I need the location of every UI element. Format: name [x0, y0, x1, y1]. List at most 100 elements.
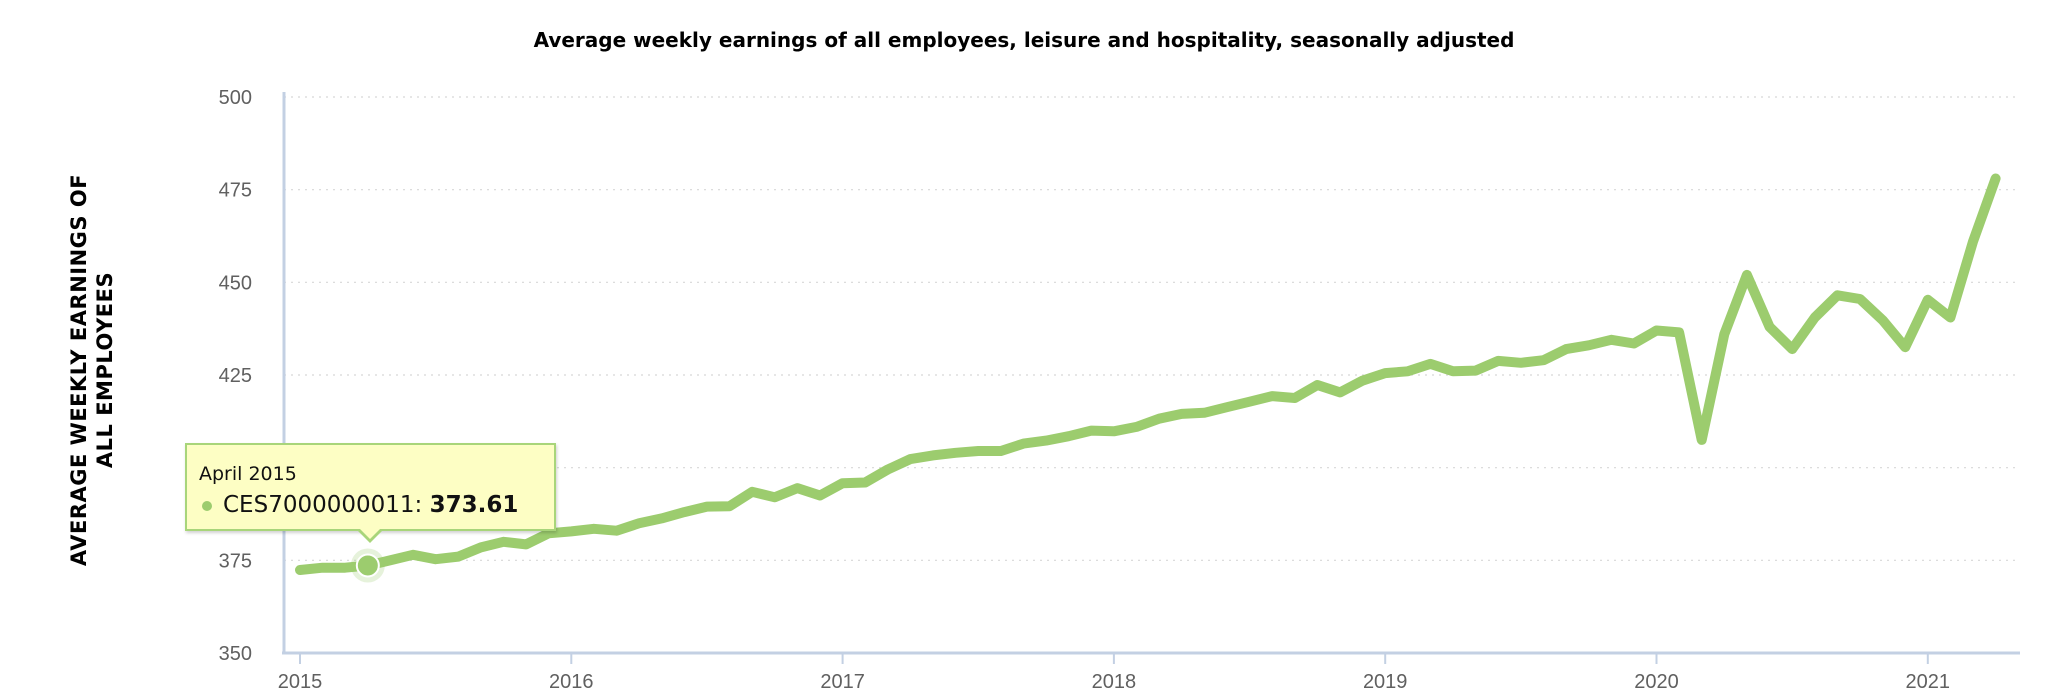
data-point[interactable]	[860, 478, 870, 488]
data-point[interactable]	[1539, 355, 1549, 365]
data-point[interactable]	[996, 446, 1006, 456]
data-point[interactable]	[883, 465, 893, 475]
data-point[interactable]	[1222, 402, 1232, 412]
data-point[interactable]	[1358, 376, 1368, 386]
data-point[interactable]	[1516, 358, 1526, 368]
data-point[interactable]	[499, 537, 509, 547]
data-point[interactable]	[1991, 174, 2001, 184]
axes	[282, 92, 2020, 664]
data-point[interactable]	[1900, 342, 1910, 352]
data-point[interactable]	[1810, 313, 1820, 323]
y-tick-label: 475	[219, 180, 252, 202]
data-point[interactable]	[1086, 426, 1096, 436]
data-point[interactable]	[1493, 356, 1503, 366]
data-point[interactable]	[1652, 326, 1662, 336]
data-point[interactable]	[1945, 313, 1955, 323]
data-point[interactable]	[815, 491, 825, 501]
tooltip-title: April 2015	[199, 463, 297, 485]
data-point[interactable]	[1245, 397, 1255, 407]
data-point[interactable]	[1471, 366, 1481, 376]
data-point[interactable]	[340, 563, 350, 573]
data-point[interactable]	[1765, 322, 1775, 332]
y-tick-label: 425	[219, 365, 252, 387]
tooltip-series-name: CES7000000011	[223, 492, 415, 518]
data-point[interactable]	[612, 526, 622, 536]
data-point[interactable]	[1199, 408, 1209, 418]
data-point[interactable]	[1584, 340, 1594, 350]
data-point[interactable]	[385, 555, 395, 565]
y-tick-label: 500	[219, 87, 252, 109]
data-point[interactable]	[725, 501, 735, 511]
data-point[interactable]	[1290, 393, 1300, 403]
data-point[interactable]	[1403, 366, 1413, 376]
data-point[interactable]	[838, 478, 848, 488]
data-point[interactable]	[1674, 327, 1684, 337]
marker-layer	[350, 548, 385, 583]
data-point[interactable]	[1109, 426, 1119, 436]
data-point[interactable]	[1606, 335, 1616, 345]
highlight-point	[355, 553, 380, 578]
x-tick-label: 2019	[1363, 671, 1408, 693]
data-point[interactable]	[1041, 436, 1051, 446]
data-point[interactable]	[1787, 344, 1797, 354]
data-point[interactable]	[1312, 380, 1322, 390]
data-point[interactable]	[1177, 409, 1187, 419]
data-point[interactable]	[566, 526, 576, 536]
data-point[interactable]	[1448, 366, 1458, 376]
data-point[interactable]	[1855, 294, 1865, 304]
tooltip-series-dot	[202, 501, 212, 511]
x-tick-label: 2017	[820, 671, 865, 693]
y-tick-label: 450	[219, 272, 252, 294]
data-point[interactable]	[792, 483, 802, 493]
data-point[interactable]	[1064, 431, 1074, 441]
data-point[interactable]	[1832, 290, 1842, 300]
data-point[interactable]	[1719, 329, 1729, 339]
data-point[interactable]	[634, 518, 644, 528]
tooltip-pointer	[360, 529, 380, 539]
x-tick-label: 2020	[1634, 671, 1679, 693]
data-point[interactable]	[1878, 315, 1888, 325]
data-point[interactable]	[1154, 414, 1164, 424]
data-point[interactable]	[1425, 359, 1435, 369]
tooltip-value: 373.61	[429, 492, 519, 518]
data-point[interactable]	[408, 550, 418, 560]
data-point[interactable]	[318, 563, 328, 573]
tooltip-line: CES7000000011: 373.61	[223, 492, 519, 518]
data-point[interactable]	[1742, 270, 1752, 280]
data-point[interactable]	[1380, 368, 1390, 378]
data-point[interactable]	[747, 487, 757, 497]
data-point[interactable]	[1132, 422, 1142, 432]
data-point[interactable]	[431, 554, 441, 564]
data-point[interactable]	[1629, 339, 1639, 349]
series-line-CES7000000011[interactable]	[295, 173, 2001, 575]
data-point[interactable]	[702, 502, 712, 512]
data-point[interactable]	[679, 507, 689, 517]
data-point[interactable]	[657, 513, 667, 523]
data-point[interactable]	[973, 446, 983, 456]
data-point[interactable]	[453, 552, 463, 562]
data-point[interactable]	[1019, 439, 1029, 449]
x-tick-label: 2018	[1092, 671, 1137, 693]
y-tick-label: 375	[219, 550, 252, 572]
series-layer[interactable]	[295, 173, 2001, 576]
data-point[interactable]	[951, 448, 961, 458]
x-tick-label: 2015	[278, 671, 323, 693]
x-tick-label: 2021	[1906, 671, 1951, 693]
data-point[interactable]	[295, 565, 305, 575]
data-point[interactable]	[928, 450, 938, 460]
data-point[interactable]	[1267, 391, 1277, 401]
y-tick-label: 350	[219, 643, 252, 665]
data-point[interactable]	[1923, 295, 1933, 305]
data-point[interactable]	[1697, 435, 1707, 445]
data-point[interactable]	[1335, 387, 1345, 397]
data-point[interactable]	[589, 524, 599, 534]
data-point[interactable]	[770, 492, 780, 502]
data-point[interactable]	[476, 542, 486, 552]
data-point[interactable]	[1561, 344, 1571, 354]
data-point[interactable]	[905, 454, 915, 464]
data-point[interactable]	[1968, 237, 1978, 247]
grid-lines	[284, 96, 2020, 561]
data-point[interactable]	[521, 539, 531, 549]
